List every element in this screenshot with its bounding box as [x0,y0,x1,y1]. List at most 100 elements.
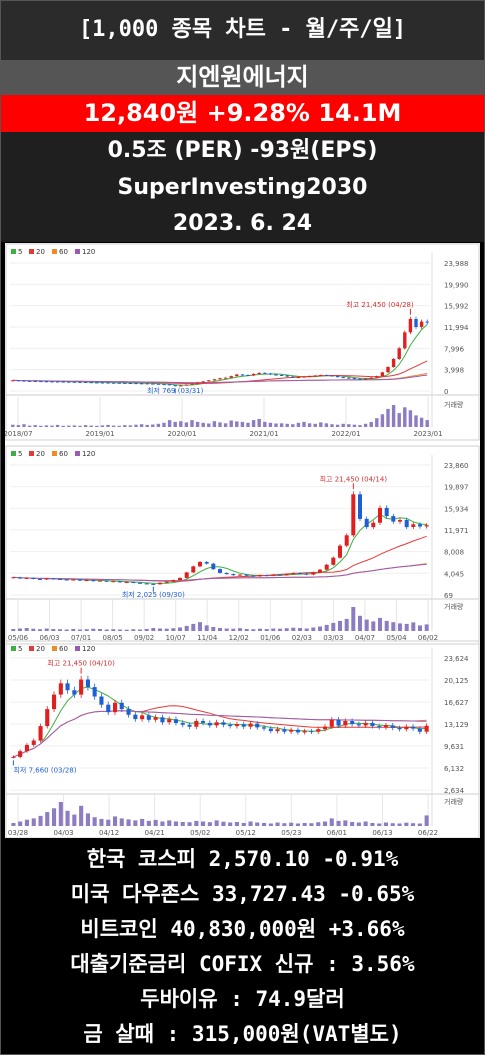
candle-body [38,726,43,741]
volume-bar [251,629,256,631]
x-tick-label: 05/06 [8,634,29,642]
volume-bar [221,821,226,826]
candle-body [89,382,93,384]
candle-body [228,724,233,727]
candle-body [79,679,84,695]
volume-bar [268,422,273,427]
bitcoin-line: 비트코인 40,830,000원 +3.66% [80,917,405,941]
x-tick-label: 2021/01 [249,430,278,438]
candle-body [223,377,228,379]
volume-bar [425,420,429,427]
x-tick-label: 04/21 [145,829,165,837]
candle-body [44,578,49,580]
volume-bar [151,628,156,631]
x-tick-label: 06/13 [372,829,392,837]
legend-swatch [52,451,57,456]
candle-body [151,383,155,385]
volume-bar [99,818,104,826]
volume-bar [45,812,50,826]
y-tick-label: 23,988 [444,260,469,268]
volume-bar [178,627,182,631]
volume-bar [131,629,136,631]
candle-body [398,520,402,522]
volume-bar [167,420,172,427]
candle-body [238,574,242,576]
legend-swatch [75,249,80,254]
volume-bar [126,819,131,826]
candle-body [307,376,312,378]
candle-body [171,580,176,582]
volume-bar [391,405,396,427]
candle-body [411,524,416,527]
candle-body [338,545,342,558]
high-annotation: 최고 21,450 (04/10) [47,659,115,668]
volume-bar [31,628,36,631]
volume-bar [258,628,262,631]
candle-body [85,679,90,687]
volume-bar [324,423,329,427]
name-band [0,60,485,95]
candle-body [289,729,294,732]
volume-bar [38,629,42,631]
y-tick-label: 11,971 [444,527,469,535]
volume-label: 거래량 [444,797,464,806]
volume-bar [58,802,63,826]
x-tick-label: 07/01 [71,634,91,642]
x-tick-label: 03/03 [323,634,343,642]
volume-bar [358,425,362,427]
volume-bar [11,424,15,427]
volume-bar [71,629,76,631]
candle-body [278,574,282,576]
candle-body [153,717,158,720]
volume-bar [386,408,390,427]
candle-body [144,583,149,585]
candle-body [264,575,269,577]
x-tick-label: 10/07 [166,634,186,642]
y-tick-label: 15,992 [444,303,469,311]
volume-bar [167,820,172,826]
candle-body [369,377,373,379]
candle-body [268,728,273,732]
volume-bar [72,814,77,826]
candle-body [84,580,89,582]
volume-bar [302,421,306,427]
candle-body [18,577,22,579]
volume-bar [212,421,217,427]
price-line: 12,840원 +9.28% 14.1M [0,95,485,132]
volume-bar [350,822,355,826]
candle-body [386,367,390,373]
volume-bar [309,823,314,826]
candle-body [234,724,239,727]
volume-bar [138,629,142,631]
volume-bar [228,822,233,826]
y-tick-label: 4,045 [444,570,464,578]
y-tick-label: 23,860 [444,462,469,470]
y-tick-label: 13,129 [444,721,469,729]
candle-body [255,723,260,728]
volume-bar [164,628,169,631]
volume-bar [352,424,357,427]
volume-bar [380,414,385,427]
y-tick-label: 19,990 [444,281,469,289]
candle-body [178,577,182,581]
volume-bar [296,422,301,427]
candle-body [111,382,116,384]
candle-body [139,383,144,385]
candle-body [180,722,185,725]
volume-bar [264,629,269,631]
volume-bar [50,425,54,427]
candle-body [64,579,69,581]
volume-bar [38,815,43,826]
ma120-line [12,374,428,384]
candle-body [257,372,261,374]
volume-bar [378,617,382,631]
candle-body [356,724,361,726]
candle-body [347,377,351,379]
volume-bar [65,810,70,826]
volume-bar [44,628,49,631]
volume-bar [363,423,368,427]
candle-body [16,380,21,382]
high-annotation: 최고 21,450 (04/28) [346,300,414,309]
